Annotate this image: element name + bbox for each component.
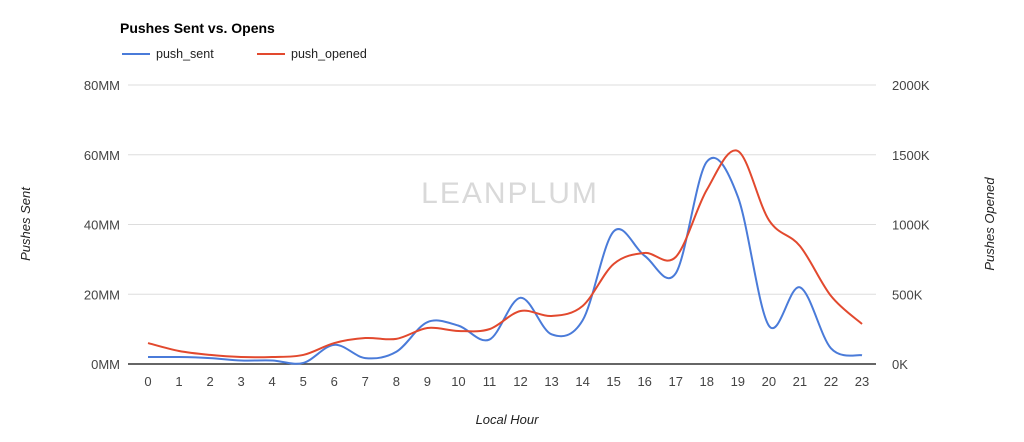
y-right-tick-label: 500K xyxy=(892,287,923,302)
legend-label-push_sent: push_sent xyxy=(156,47,214,61)
x-tick-label: 3 xyxy=(238,374,245,389)
x-tick-label: 5 xyxy=(300,374,307,389)
x-tick-label: 20 xyxy=(762,374,776,389)
series-line-push_sent xyxy=(147,156,863,365)
y-left-tick-label: 20MM xyxy=(84,287,120,302)
x-axis-label: Local Hour xyxy=(476,412,540,427)
x-tick-label: 8 xyxy=(393,374,400,389)
x-tick-label: 13 xyxy=(544,374,558,389)
y-right-tick-label: 2000K xyxy=(892,78,930,93)
y-left-tick-label: 60MM xyxy=(84,148,120,163)
gridlines xyxy=(128,84,876,365)
y-right-tick-label: 0K xyxy=(892,357,908,372)
y-left-tick-label: 40MM xyxy=(84,218,120,233)
x-tick-label: 11 xyxy=(483,374,497,389)
y-axis-left-label: Pushes Sent xyxy=(18,186,33,261)
x-tick-label: 4 xyxy=(269,374,276,389)
x-tick-label: 16 xyxy=(637,374,651,389)
series-lines xyxy=(147,149,863,365)
legend: push_sent push_opened xyxy=(122,47,367,61)
x-tick-label: 18 xyxy=(700,374,714,389)
series-line-push_opened xyxy=(147,149,863,359)
tick-labels: 0MM 0K 20MM 500K 40MM 1000K 60MM 1500K 80MM 2000K… xyxy=(84,78,930,389)
x-tick-label: 9 xyxy=(424,374,431,389)
x-tick-label: 22 xyxy=(824,374,838,389)
x-tick-label: 21 xyxy=(793,374,807,389)
x-tick-label: 15 xyxy=(606,374,620,389)
x-tick-label: 6 xyxy=(331,374,338,389)
x-tick-label: 1 xyxy=(175,374,182,389)
x-tick-label: 7 xyxy=(362,374,369,389)
x-tick-label: 14 xyxy=(575,374,589,389)
chart-title: Pushes Sent vs. Opens xyxy=(120,20,275,36)
x-tick-label: 2 xyxy=(206,374,213,389)
x-tick-label: 0 xyxy=(144,374,151,389)
legend-label-push_opened: push_opened xyxy=(291,47,367,61)
y-axis-right-label: Pushes Opened xyxy=(982,177,997,271)
x-tick-label: 19 xyxy=(731,374,745,389)
watermark-logo: LEANPLUM xyxy=(421,177,599,210)
x-tick-label: 10 xyxy=(451,374,465,389)
y-left-tick-label: 80MM xyxy=(84,78,120,93)
x-tick-label: 12 xyxy=(513,374,527,389)
y-right-tick-label: 1500K xyxy=(892,148,930,163)
x-tick-label: 17 xyxy=(669,374,683,389)
x-tick-label: 23 xyxy=(855,374,869,389)
y-right-tick-label: 1000K xyxy=(892,218,930,233)
y-left-tick-label: 0MM xyxy=(91,357,120,372)
